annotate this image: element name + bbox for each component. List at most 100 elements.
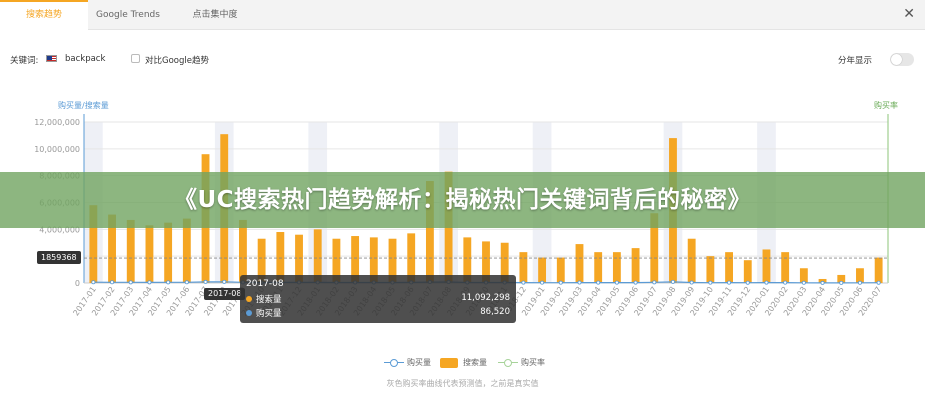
keyword-value: backpack [65,54,106,64]
search-volume-bar[interactable] [126,219,135,283]
search-volume-bar[interactable] [239,219,247,283]
yearly-display-toggle[interactable] [890,53,914,66]
tab-click-concentration[interactable]: 点击集中度 [192,10,238,20]
buy-volume-point [727,280,732,285]
y-tick-label: 0 [75,279,80,288]
right-axis-title: 购买率 [874,100,898,110]
buy-series-dot-icon [246,310,252,316]
buy-volume-point [128,280,133,285]
tooltip-row-name: 购买量 [256,309,282,319]
tab-bar: 搜索趋势 Google Trends 点击集中度 ✕ [0,0,925,30]
search-volume-bar[interactable] [762,249,771,283]
search-volume-bar[interactable] [482,241,490,283]
legend-buy-circle-icon [390,359,398,367]
buy-volume-point [652,280,657,285]
search-volume-bar[interactable] [425,181,434,283]
close-icon[interactable]: ✕ [903,6,915,22]
compare-google-label[interactable]: 对比Google趋势 [145,56,209,66]
buy-volume-point [110,280,115,285]
y-tick-label: 12,000,000 [34,118,80,127]
search-volume-bar[interactable] [594,252,603,283]
buy-volume-point [521,280,526,285]
buy-volume-point [558,280,563,285]
tab-search-trend[interactable]: 搜索趋势 [0,0,88,30]
keyword-label: 关键词: [10,56,39,66]
chart-tooltip: 2017-08 搜索量 11,092,298 购买量 86,520 [240,275,516,323]
buy-volume-point [876,280,881,285]
toggle-knob [891,54,902,65]
search-volume-bar[interactable] [837,274,846,283]
tab-google-trends[interactable]: Google Trends [96,10,160,20]
search-volume-bar[interactable] [500,242,509,283]
buy-volume-point [708,280,713,285]
legend-item-search[interactable]: 搜索量 [440,357,492,369]
tooltip-row-name: 搜索量 [256,295,282,305]
tooltip-row-search: 搜索量 11,092,298 [246,293,510,305]
buy-volume-point [764,280,769,285]
left-axis-title: 购买量/搜索量 [58,100,109,110]
buy-volume-point [596,280,601,285]
search-volume-bar[interactable] [257,238,266,283]
search-volume-bar[interactable] [164,222,173,283]
search-volume-bar[interactable] [650,213,659,283]
search-volume-bar[interactable] [295,234,303,283]
search-volume-bar[interactable] [725,252,733,283]
search-volume-bar[interactable] [463,237,472,283]
buy-volume-point [91,280,96,285]
tooltip-row-buy: 购买量 86,520 [246,307,510,319]
search-volume-bar[interactable] [388,238,397,283]
buy-volume-point [689,280,694,285]
axis-pointer-label: 2017-08 [204,288,246,300]
search-volume-bar[interactable] [182,218,191,283]
buy-volume-point [857,280,862,285]
tooltip-row-value: 86,520 [480,307,510,317]
cursor-value-label: 1859368 [37,251,81,265]
buy-volume-point [745,280,750,285]
y-tick-label: 10,000,000 [34,145,80,154]
search-volume-bar[interactable] [874,257,883,283]
search-volume-bar[interactable] [743,260,752,283]
buy-volume-point [166,280,171,285]
buy-volume-point [783,280,788,285]
buy-volume-point [147,280,152,285]
search-series-dot-icon [246,296,252,302]
yearly-display-label: 分年显示 [838,56,873,66]
buy-volume-point [577,280,582,285]
legend-search-bar-icon [440,358,458,368]
search-volume-bar[interactable] [631,248,640,283]
y-tick-label: 4,000,000 [39,225,80,234]
chart-legend: 购买量 搜索量 购买率 [0,357,925,369]
search-volume-bar[interactable] [89,205,98,283]
search-volume-bar[interactable] [108,214,116,283]
search-volume-bar[interactable] [575,244,584,283]
search-volume-bar[interactable] [687,238,696,283]
search-volume-bar[interactable] [612,252,621,283]
buy-volume-point [839,280,844,285]
search-volume-bar[interactable] [519,252,528,283]
search-volume-bar[interactable] [145,225,154,283]
us-flag-icon [46,55,57,62]
search-volume-bar[interactable] [556,257,565,283]
buy-volume-point [670,279,675,284]
search-volume-bar[interactable] [332,238,341,283]
search-volume-bar[interactable] [856,268,864,283]
buy-volume-point [801,280,806,285]
buy-volume-point [820,280,825,285]
search-volume-bar[interactable] [313,229,322,283]
search-volume-bar[interactable] [706,256,715,283]
legend-item-rate[interactable]: 购买率 [498,357,550,369]
search-volume-bar[interactable] [276,232,285,283]
legend-label: 购买率 [521,358,545,367]
search-volume-bar[interactable] [351,236,360,283]
search-volume-bar[interactable] [369,237,378,283]
legend-label: 搜索量 [463,358,487,367]
search-volume-bar[interactable] [538,257,547,283]
buy-volume-point [633,280,638,285]
search-volume-bar[interactable] [799,268,808,283]
legend-rate-circle-icon [504,359,512,367]
legend-item-buy[interactable]: 购买量 [384,357,434,369]
compare-google-checkbox[interactable] [131,54,140,63]
buy-volume-point [184,280,189,285]
search-volume-bar[interactable] [781,252,790,283]
buy-volume-point [540,280,545,285]
